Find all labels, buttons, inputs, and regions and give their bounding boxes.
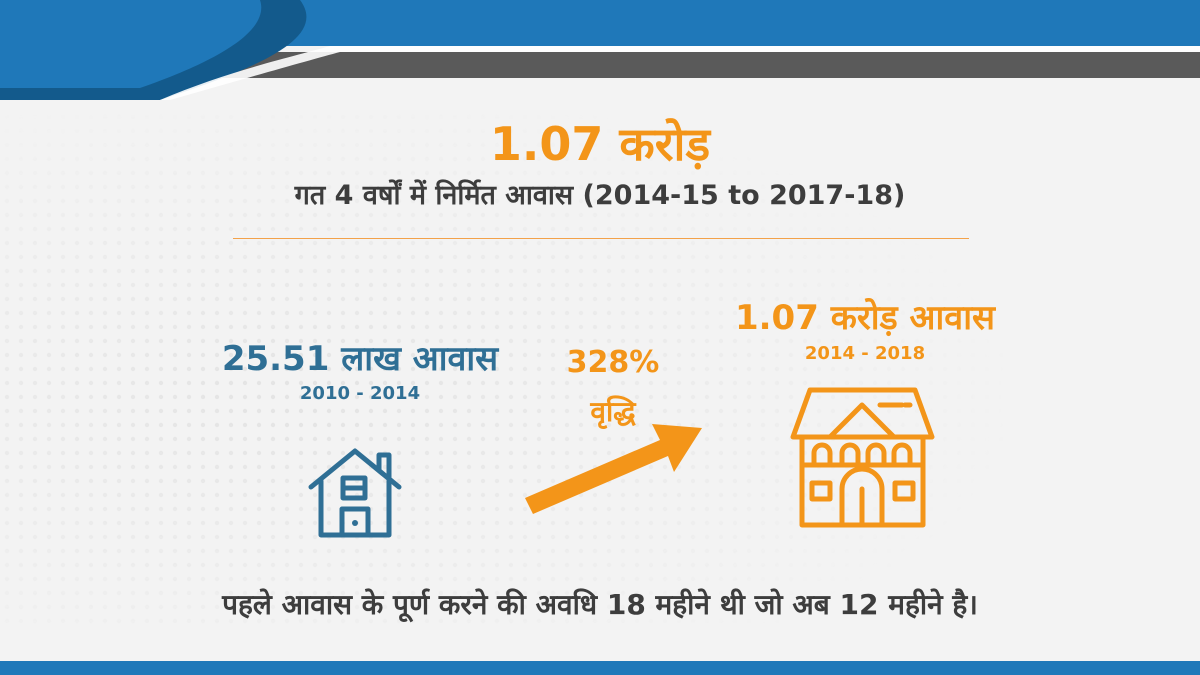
bottom-bar bbox=[0, 661, 1200, 675]
right-count: 1.07 करोड़ आवास bbox=[734, 298, 996, 338]
building-icon bbox=[790, 387, 935, 528]
growth-label: वृद्धि bbox=[590, 395, 636, 428]
divider bbox=[233, 238, 969, 239]
subheadline: गत 4 वर्षों में निर्मित आवास (2014-15 to… bbox=[294, 180, 906, 211]
house-icon bbox=[308, 448, 402, 538]
right-years: 2014 - 2018 bbox=[804, 343, 926, 364]
header-banner bbox=[0, 0, 1200, 100]
left-years: 2010 - 2014 bbox=[299, 383, 421, 404]
headline: 1.07 करोड़ bbox=[489, 117, 711, 171]
dot-texture-background bbox=[0, 110, 1200, 630]
growth-percent: 328% bbox=[566, 345, 660, 380]
up-right-arrow-icon bbox=[525, 424, 702, 514]
footer-text: पहले आवास के पूर्ण करने की अवधि 18 महीने… bbox=[222, 588, 978, 621]
left-count: 25.51 लाख आवास bbox=[221, 339, 499, 379]
